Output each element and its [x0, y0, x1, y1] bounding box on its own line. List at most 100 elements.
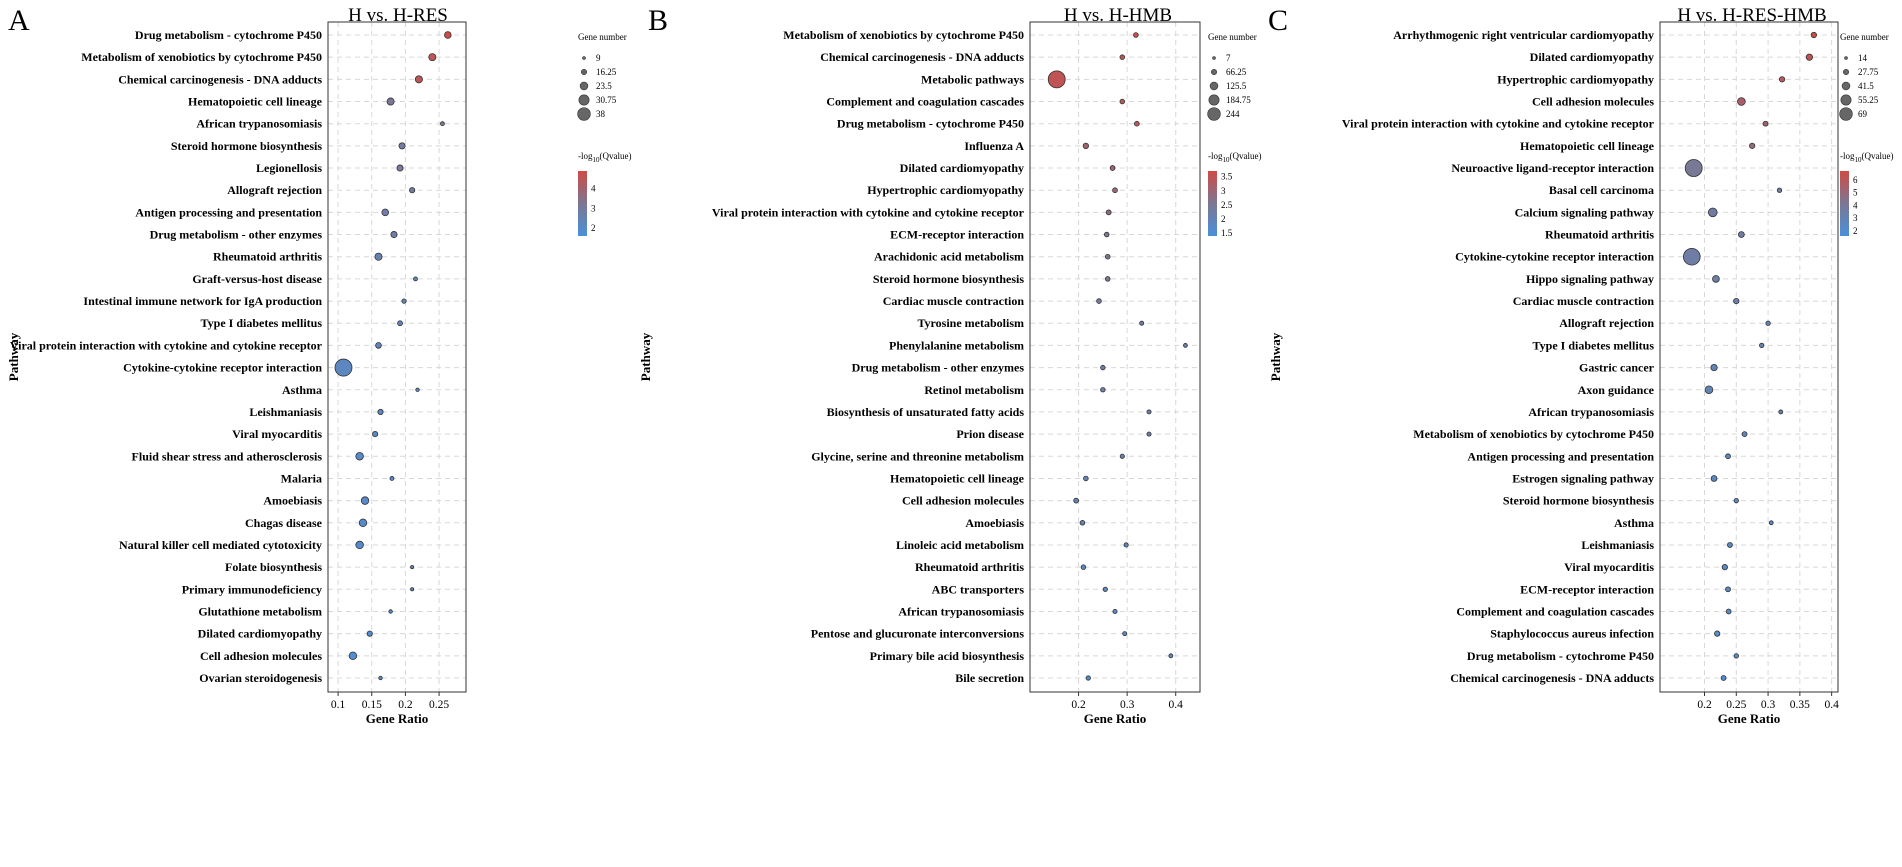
category-label: Antigen processing and presentation	[135, 205, 322, 219]
category-label: Ovarian steroidogenesis	[199, 671, 322, 685]
data-point	[358, 518, 368, 527]
category-label: Hypertrophic cardiomyopathy	[867, 183, 1024, 197]
data-point	[1119, 54, 1126, 60]
category-label: Legionellosis	[256, 161, 322, 175]
data-point	[1725, 453, 1731, 460]
data-point	[1047, 70, 1066, 89]
color-legend-label: 4	[1853, 200, 1858, 210]
category-label: ECM-receptor interaction	[890, 228, 1024, 242]
category-label: Allograft rejection	[1559, 316, 1654, 330]
size-legend-label: 30.75	[596, 95, 617, 105]
x-tick-label: 0.25	[429, 699, 449, 711]
x-axis-title: Gene Ratio	[1084, 711, 1146, 726]
data-point	[1183, 343, 1188, 348]
category-label: Antigen processing and presentation	[1467, 449, 1654, 463]
color-legend-label: 4	[591, 184, 596, 194]
category-label: Chemical carcinogenesis - DNA adducts	[820, 50, 1024, 64]
category-label: Basal cell carcinoma	[1549, 183, 1654, 197]
category-label: African trypanosomiasis	[898, 604, 1024, 618]
category-label: Type I diabetes mellitus	[201, 316, 323, 330]
data-point	[1096, 298, 1102, 304]
data-point	[348, 651, 358, 661]
size-legend-dot	[1212, 56, 1216, 60]
panel-title: H vs. H-RES-HMB	[1677, 5, 1826, 26]
data-point	[444, 31, 452, 39]
category-label: Staphylococcus aureus infection	[1490, 627, 1654, 641]
category-label: African trypanosomiasis	[1528, 405, 1654, 419]
size-legend-dot	[582, 56, 586, 60]
category-label: Graft-versus-host disease	[192, 272, 322, 286]
category-label: Cell adhesion molecules	[200, 649, 322, 663]
data-point	[1085, 675, 1091, 681]
x-axis-title: Gene Ratio	[1718, 711, 1780, 726]
category-label: Viral protein interaction with cytokine …	[712, 205, 1025, 219]
category-label: Calcium signaling pathway	[1515, 205, 1654, 219]
size-legend-title: Gene number	[578, 32, 627, 42]
plot-frame	[327, 21, 467, 693]
category-label: Fluid shear stress and atherosclerosis	[132, 449, 323, 463]
data-point	[1123, 542, 1129, 548]
data-point	[1725, 586, 1731, 593]
color-legend-label: 2	[591, 223, 596, 233]
data-point	[386, 97, 395, 106]
size-legend-dot	[1840, 94, 1852, 106]
size-legend-label: 16.25	[596, 67, 617, 77]
x-tick-label: 0.1	[331, 699, 346, 711]
x-tick-label: 0.4	[1824, 699, 1839, 711]
data-point	[1737, 97, 1746, 106]
category-label: Natural killer cell mediated cytotoxicit…	[119, 538, 322, 552]
category-label: Dilated cardiomyopathy	[198, 627, 322, 641]
data-point	[1168, 653, 1174, 659]
data-point	[372, 431, 379, 438]
data-point	[1134, 120, 1140, 127]
category-label: Cytokine-cytokine receptor interaction	[123, 361, 322, 375]
data-point	[1712, 275, 1720, 283]
category-label: Metabolism of xenobiotics by cytochrome …	[783, 28, 1024, 42]
size-legend-dot	[1210, 68, 1218, 76]
size-legend-dot	[1208, 94, 1220, 106]
data-point	[409, 187, 416, 194]
data-point	[388, 609, 393, 614]
x-tick-label: 0.15	[362, 699, 382, 711]
color-legend-title: -log10(Qvalue)	[578, 151, 631, 164]
category-label: Neuroactive ligand-receptor interaction	[1451, 161, 1654, 175]
category-label: Rheumatoid arthritis	[915, 560, 1024, 574]
category-label: Drug metabolism - cytochrome P450	[837, 117, 1024, 131]
data-point	[375, 342, 382, 349]
category-label: Hippo signaling pathway	[1526, 272, 1654, 286]
category-label: Allograft rejection	[227, 183, 322, 197]
data-point	[1104, 276, 1111, 282]
data-point	[413, 276, 418, 282]
category-label: Pentose and glucuronate interconversions	[811, 627, 1025, 641]
data-point	[410, 565, 415, 570]
data-point	[374, 252, 383, 261]
size-legend-label: 38	[596, 109, 606, 119]
category-label: Steroid hormone biosynthesis	[1503, 494, 1654, 508]
data-point	[1720, 675, 1727, 681]
data-point	[360, 496, 370, 505]
data-point	[1733, 653, 1739, 659]
data-point	[401, 298, 407, 304]
x-tick-label: 0.25	[1726, 699, 1746, 711]
data-point	[1714, 630, 1721, 637]
size-legend-label: 23.5	[596, 81, 612, 91]
color-legend-label: 2	[1221, 214, 1226, 224]
size-legend-dot	[1842, 68, 1850, 76]
category-label: Linoleic acid metabolism	[896, 538, 1024, 552]
category-label: Arrhythmogenic right ventricular cardiom…	[1393, 28, 1654, 42]
data-point	[1776, 187, 1783, 193]
color-legend-label: 5	[1853, 188, 1858, 198]
data-point	[1778, 76, 1786, 83]
category-label: Bile secretion	[955, 671, 1024, 685]
category-label: Glutathione metabolism	[198, 604, 322, 618]
data-point	[1082, 142, 1089, 150]
category-label: Dilated cardiomyopathy	[1530, 50, 1654, 64]
data-point	[1733, 297, 1740, 305]
category-label: African trypanosomiasis	[196, 117, 322, 131]
data-point	[440, 121, 445, 127]
category-label: Folate biosynthesis	[225, 560, 322, 574]
category-label: Leishmaniasis	[1581, 538, 1654, 552]
data-point	[1112, 187, 1118, 194]
data-point	[398, 142, 406, 150]
